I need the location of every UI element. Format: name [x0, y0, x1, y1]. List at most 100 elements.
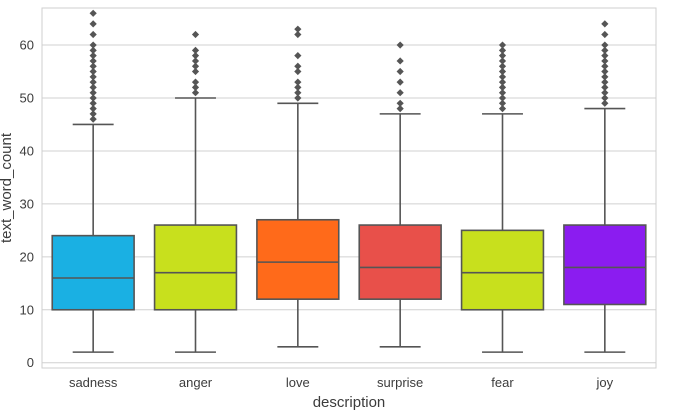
outlier-point: [294, 83, 302, 92]
iqr-box: [563, 224, 647, 306]
outlier-point: [498, 57, 507, 65]
outlier-point: [191, 57, 200, 65]
iqr-box: [460, 229, 545, 311]
outlier-point: [89, 20, 97, 28]
outlier-point: [601, 46, 609, 54]
outlier-point: [498, 67, 507, 76]
outlier-point: [89, 73, 97, 81]
x-tick-labels: sadness anger love surprise fear joy: [69, 375, 614, 390]
outlier-point: [396, 89, 404, 97]
outlier-point: [191, 78, 200, 86]
outlier-point: [601, 57, 609, 65]
outlier-point: [191, 46, 200, 54]
x-tick-label: love: [286, 375, 310, 390]
outlier-point: [498, 104, 507, 113]
outlier-point: [601, 20, 609, 28]
y-tick-label: 30: [20, 196, 34, 211]
y-axis-label: text_word_count: [0, 132, 15, 243]
outlier-point: [294, 30, 302, 39]
outlier-point: [89, 9, 97, 17]
outlier-point: [498, 83, 507, 92]
outlier-point: [498, 46, 507, 54]
outlier-point: [498, 94, 507, 102]
x-tick-label: surprise: [377, 375, 423, 390]
y-tick-label: 40: [20, 143, 34, 158]
outlier-point: [601, 30, 609, 39]
outlier-point: [498, 62, 507, 70]
x-tick-label: sadness: [69, 375, 118, 390]
outlier-point: [396, 99, 404, 107]
outlier-point: [396, 104, 404, 113]
outlier-point: [294, 52, 302, 60]
outlier-point: [498, 78, 507, 86]
x-tick-label: fear: [491, 375, 514, 390]
box-sadness: [51, 9, 135, 353]
outlier-point: [191, 62, 200, 70]
outlier-point: [89, 46, 97, 54]
outlier-point: [601, 67, 609, 76]
box-surprise: [358, 41, 442, 348]
outlier-point: [89, 104, 97, 113]
box-anger: [153, 30, 238, 353]
outlier-point: [89, 115, 97, 123]
iqr-box: [358, 224, 442, 300]
outlier-point: [89, 57, 97, 65]
outlier-point: [601, 73, 609, 81]
iqr-box: [51, 234, 135, 311]
outlier-point: [89, 110, 97, 118]
x-tick-label: joy: [596, 375, 614, 390]
outlier-point: [601, 89, 609, 97]
iqr-box: [256, 218, 340, 300]
x-tick-label: anger: [179, 375, 213, 390]
outlier-point: [89, 52, 97, 60]
box-joy: [563, 20, 647, 353]
outlier-point: [89, 41, 97, 49]
outlier-point: [601, 52, 609, 60]
iqr-box: [153, 224, 238, 311]
outlier-point: [89, 94, 97, 102]
grid-layer: [42, 44, 656, 364]
boxes-layer: [51, 9, 647, 353]
outlier-point: [601, 78, 609, 86]
y-tick-labels: 0 10 20 30 40 50 60: [20, 38, 34, 371]
outlier-point: [294, 78, 302, 86]
outlier-point: [396, 57, 404, 65]
outlier-point: [396, 41, 404, 49]
outlier-point: [396, 67, 404, 76]
outlier-point: [601, 99, 609, 107]
outlier-point: [191, 83, 200, 92]
outlier-point: [89, 30, 97, 39]
outlier-point: [498, 99, 507, 107]
outlier-point: [498, 73, 507, 81]
outlier-point: [498, 41, 507, 49]
outlier-point: [89, 67, 97, 76]
box-fear: [460, 41, 545, 353]
outlier-point: [396, 78, 404, 86]
outlier-point: [89, 78, 97, 86]
outlier-point: [89, 89, 97, 97]
box-love: [256, 25, 340, 348]
outlier-point: [89, 62, 97, 70]
outlier-point: [294, 62, 302, 70]
x-axis-label: description: [313, 394, 386, 411]
y-tick-label: 50: [20, 91, 34, 106]
outlier-point: [294, 25, 302, 33]
y-tick-label: 0: [27, 355, 34, 370]
outlier-point: [294, 94, 302, 102]
outlier-point: [191, 89, 200, 97]
outlier-point: [601, 41, 609, 49]
outlier-point: [498, 52, 507, 60]
outlier-point: [191, 30, 200, 39]
outlier-point: [601, 83, 609, 92]
outlier-point: [89, 99, 97, 107]
outlier-point: [601, 62, 609, 70]
y-tick-label: 20: [20, 249, 34, 264]
outlier-point: [89, 83, 97, 92]
y-tick-label: 60: [20, 38, 34, 53]
plot-frame: [41, 7, 657, 369]
outlier-point: [191, 52, 200, 60]
outlier-point: [294, 89, 302, 97]
outlier-point: [191, 67, 200, 76]
